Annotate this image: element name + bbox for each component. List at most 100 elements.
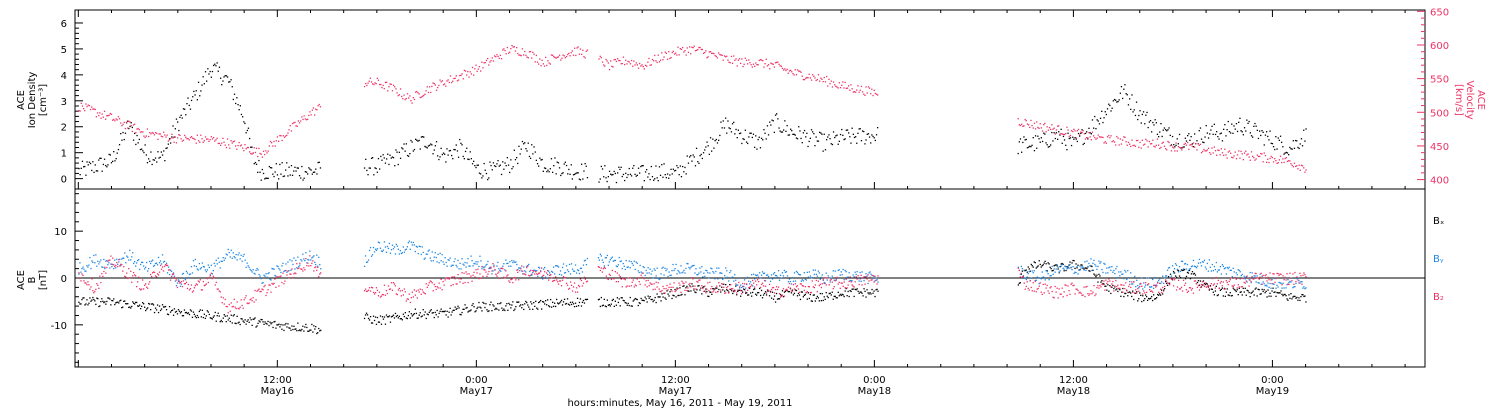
density-point: [602, 168, 603, 169]
velocity-point: [747, 63, 748, 64]
bz-point: [859, 284, 860, 285]
by-point: [650, 269, 651, 270]
bz-point: [1095, 293, 1096, 294]
by-point: [193, 260, 194, 261]
bz-point: [1040, 282, 1041, 283]
bx-point: [1153, 294, 1154, 295]
velocity-point: [211, 136, 212, 137]
bz-point: [249, 302, 250, 303]
velocity-point: [734, 60, 735, 61]
velocity-point: [1199, 145, 1200, 146]
bz-point: [275, 287, 276, 288]
bz-point: [239, 308, 240, 309]
velocity-point: [1177, 150, 1178, 151]
by-point: [291, 260, 292, 261]
velocity-point: [1126, 141, 1127, 142]
velocity-point: [823, 81, 824, 82]
bz-point: [818, 281, 819, 282]
bz-point: [388, 285, 389, 286]
by-point: [91, 260, 92, 261]
velocity-point: [769, 68, 770, 69]
bx-point: [817, 296, 818, 297]
by-point: [1166, 275, 1167, 276]
bz-point: [665, 288, 666, 289]
bx-point: [368, 318, 369, 319]
by-point: [624, 266, 625, 267]
bz-point: [212, 278, 213, 279]
velocity-point: [812, 74, 813, 75]
velocity-point: [113, 119, 114, 120]
by-point: [539, 267, 540, 268]
by-point: [1143, 282, 1144, 283]
bz-point: [197, 284, 198, 285]
density-point: [1257, 130, 1258, 131]
by-point: [803, 280, 804, 281]
bz-point: [1113, 290, 1114, 291]
velocity-point: [1028, 124, 1029, 125]
bz-point: [574, 282, 575, 283]
bz-point: [807, 291, 808, 292]
bz-point: [245, 297, 246, 298]
density-point: [502, 161, 503, 162]
density-point: [735, 129, 736, 130]
bz-point: [258, 289, 259, 290]
bx-point: [771, 298, 772, 299]
bx-point: [796, 290, 797, 291]
bx-point: [297, 323, 298, 324]
bx-point: [1074, 268, 1075, 269]
by-point: [1077, 273, 1078, 274]
density-point: [402, 148, 403, 149]
bx-point: [440, 311, 441, 312]
bz-point: [474, 276, 475, 277]
bz-point: [413, 296, 414, 297]
by-point: [372, 254, 373, 255]
bz-point: [1088, 295, 1089, 296]
density-point: [697, 161, 698, 162]
by-point: [479, 256, 480, 257]
by-point: [674, 268, 675, 269]
bx-point: [622, 297, 623, 298]
by-point: [1198, 263, 1199, 264]
density-point: [467, 159, 468, 160]
bx-point: [485, 303, 486, 304]
bx-point: [161, 308, 162, 309]
density-point: [247, 130, 248, 131]
bx-point: [428, 314, 429, 315]
bx-point: [843, 294, 844, 295]
by-point: [169, 274, 170, 275]
bx-point: [197, 315, 198, 316]
density-point: [95, 164, 96, 165]
density-point: [500, 165, 501, 166]
by-point: [638, 270, 639, 271]
by-point: [808, 277, 809, 278]
bx-point: [1222, 287, 1223, 288]
density-point: [535, 151, 536, 152]
velocity-point: [210, 139, 211, 140]
by-point: [617, 266, 618, 267]
bz-point: [543, 275, 544, 276]
bz-point: [847, 287, 848, 288]
bz-point: [1018, 268, 1019, 269]
bx-point: [1076, 267, 1077, 268]
bz-point: [133, 272, 134, 273]
bx-point: [1195, 274, 1196, 275]
bx-point: [816, 298, 817, 299]
bz-point: [1176, 289, 1177, 290]
density-point: [230, 79, 231, 80]
bx-point: [1044, 262, 1045, 263]
velocity-point: [1232, 157, 1233, 158]
density-point: [406, 143, 407, 144]
velocity-point: [312, 110, 313, 111]
velocity-point: [833, 81, 834, 82]
by-point: [129, 250, 130, 251]
by-point: [213, 270, 214, 271]
by-point: [99, 261, 100, 262]
velocity-point: [1294, 163, 1295, 164]
velocity-point: [795, 69, 796, 70]
velocity-point: [507, 47, 508, 48]
velocity-point: [572, 50, 573, 51]
by-point: [622, 268, 623, 269]
density-point: [640, 166, 641, 167]
velocity-point: [848, 85, 849, 86]
bz-point: [571, 285, 572, 286]
